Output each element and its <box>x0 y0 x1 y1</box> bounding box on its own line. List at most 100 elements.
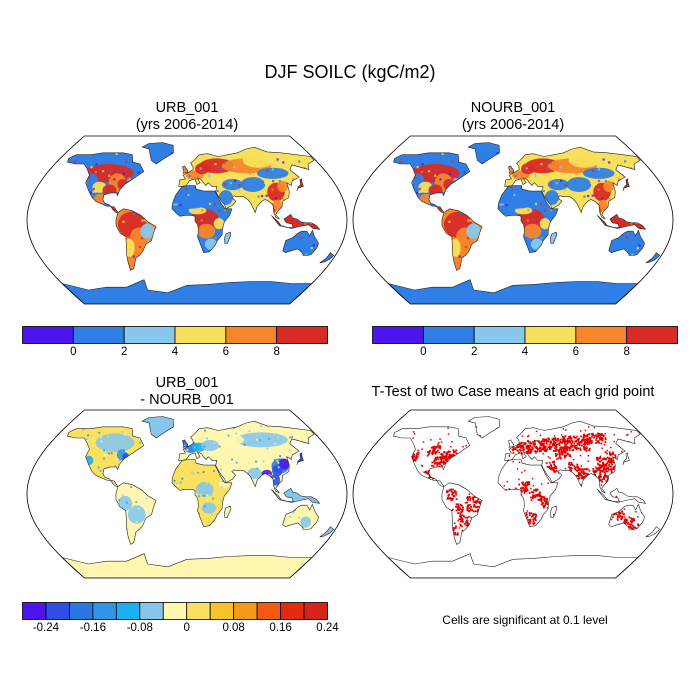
significant-cell <box>560 451 563 454</box>
significant-cell <box>459 503 462 506</box>
significant-cell <box>610 465 612 468</box>
significant-cell <box>566 437 569 440</box>
significant-cell <box>440 461 443 464</box>
soil-cell <box>451 160 454 163</box>
significant-cell <box>462 514 464 517</box>
significant-cell <box>532 522 535 525</box>
diff-cell <box>104 454 106 456</box>
diff-cell <box>259 439 261 442</box>
soil-cell <box>527 209 530 212</box>
significant-cell <box>613 465 616 468</box>
soil-cell <box>144 219 147 222</box>
significant-cell <box>455 449 458 452</box>
significant-cell <box>475 506 477 509</box>
soil-cell <box>638 244 641 247</box>
soil-cell <box>441 152 444 156</box>
soil-cell <box>514 174 517 178</box>
soil-cell <box>237 188 241 191</box>
significant-cell <box>452 449 455 452</box>
significant-cell <box>430 439 432 441</box>
significant-cell <box>416 455 419 458</box>
panel-nourb-title: NOURB_001 (yrs 2006-2014) <box>350 100 676 134</box>
coastline-europeAsia <box>504 420 641 494</box>
coastline-madagascar <box>550 505 558 518</box>
significant-cell <box>611 463 614 466</box>
significant-cell <box>587 438 590 440</box>
soil-cell <box>208 202 212 206</box>
significant-cell <box>606 470 609 473</box>
diff-cell <box>193 446 196 449</box>
significant-cell <box>583 443 586 446</box>
diff-cell <box>130 486 133 489</box>
soil-cell <box>282 161 285 164</box>
significant-cell <box>453 527 455 530</box>
significant-cell <box>613 434 616 436</box>
significant-cell <box>575 437 577 439</box>
significant-cell <box>472 499 475 501</box>
diff-cell <box>103 448 106 451</box>
significant-cell <box>599 456 602 459</box>
colorbar-swatch <box>186 602 211 620</box>
significant-cell <box>580 470 583 473</box>
significant-cell <box>622 512 625 515</box>
significant-cell <box>623 516 626 518</box>
soil-cell <box>298 160 301 163</box>
soil-cell <box>278 180 281 183</box>
significant-cell <box>543 496 545 498</box>
soil-cell <box>600 197 604 200</box>
significant-cell <box>520 446 523 449</box>
significant-cell <box>524 488 527 491</box>
significant-cell <box>625 434 628 437</box>
significant-cell <box>604 473 606 475</box>
significant-cell <box>461 510 464 513</box>
significant-cell <box>531 497 534 499</box>
significant-cell <box>532 443 535 446</box>
significant-cell <box>542 438 544 441</box>
significant-cell <box>427 472 430 475</box>
diff-cell <box>121 494 124 496</box>
significant-cell <box>540 442 543 444</box>
soil-region <box>256 167 289 179</box>
coastline-uk <box>508 165 515 174</box>
diff-cell <box>227 434 230 437</box>
significant-cell <box>449 450 451 453</box>
significant-cell <box>588 426 590 428</box>
significant-cell <box>533 489 535 492</box>
significant-cell <box>551 444 554 447</box>
significant-cell <box>549 457 551 459</box>
significant-cell <box>593 436 596 439</box>
significant-cell <box>520 490 523 493</box>
significant-cell <box>607 460 609 463</box>
significant-cell <box>532 494 535 497</box>
significant-cell <box>568 439 571 442</box>
significant-cell <box>425 470 427 473</box>
significant-cell <box>604 438 607 441</box>
diff-region <box>195 481 214 497</box>
significant-cell <box>584 429 587 432</box>
significant-cell <box>630 527 633 529</box>
significant-cell <box>540 440 542 443</box>
significant-cell <box>551 461 554 464</box>
significant-cell <box>416 452 418 455</box>
coastline-europeAsia <box>178 146 315 220</box>
panel-nourb-title-line1: NOURB_001 <box>470 100 556 116</box>
diff-cell <box>268 474 271 476</box>
soil-region <box>582 167 615 179</box>
diff-cell <box>210 483 212 486</box>
significant-cell <box>548 446 551 448</box>
significant-cell <box>582 477 584 480</box>
diff-cell <box>218 445 221 448</box>
significant-cell <box>610 468 613 470</box>
significant-cell <box>564 455 566 458</box>
soil-cell <box>133 168 136 172</box>
significant-cell <box>611 453 614 456</box>
significant-cell <box>459 524 462 527</box>
significant-cell <box>623 513 625 515</box>
significant-cell <box>555 467 558 470</box>
significant-cell <box>535 494 538 496</box>
significant-cell <box>585 435 588 438</box>
significant-cell <box>469 499 472 501</box>
soil-cell <box>605 186 608 189</box>
significant-cell <box>518 451 521 454</box>
significant-cell <box>621 516 623 519</box>
